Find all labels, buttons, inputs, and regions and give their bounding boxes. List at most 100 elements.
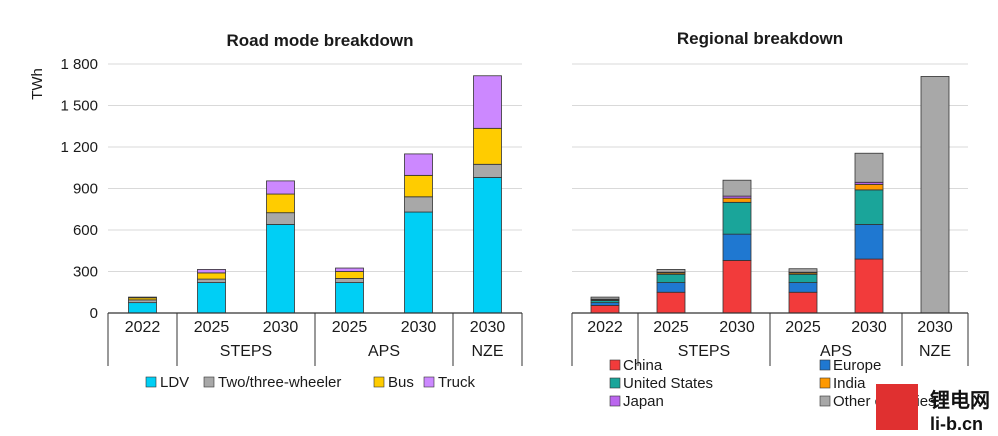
left-x-tick-label: 2030 <box>470 319 506 336</box>
right-bar-united-states-3 <box>788 273 818 283</box>
right-bar-europe-0 <box>590 302 620 306</box>
right-legend-swatch <box>819 359 831 371</box>
right-group-label: STEPS <box>678 343 730 360</box>
left-bar-ldv-3 <box>335 282 364 314</box>
left-legend: LDV Two/three-wheeler Bus Truck <box>145 374 475 391</box>
right-bar-europe-2 <box>722 233 752 261</box>
left-y-axis-label: TWh <box>29 68 46 100</box>
left-bar-truck-5 <box>473 75 502 129</box>
right-legend-label: Europe <box>833 357 881 374</box>
left-group-label: STEPS <box>220 343 272 360</box>
right-chart-title: Regional breakdown <box>677 29 843 48</box>
left-y-tick-label: 1 200 <box>60 139 98 156</box>
right-legend-swatch <box>819 377 831 389</box>
left-bar-truck-0 <box>128 296 157 299</box>
right-bar-other-countries-4 <box>854 152 884 183</box>
right-legend-swatch <box>609 359 621 371</box>
left-legend-label: Truck <box>438 374 475 391</box>
watermark: 锂电网 li-b.cn <box>876 384 990 434</box>
left-y-tick-label: 600 <box>73 222 98 239</box>
left-bar-ldv-1 <box>197 282 226 314</box>
left-x-tick-label: 2022 <box>125 319 161 336</box>
right-plot-area: 2022 2025 2030 2025 2030 2030 STEPS APS NZE <box>571 63 969 366</box>
left-legend-swatch <box>203 376 215 388</box>
watermark-cn-text: 锂电网 <box>930 388 990 412</box>
left-bar-two-three-wheeler-2 <box>266 212 295 225</box>
right-bar-other-countries-5 <box>920 76 950 314</box>
right-group-label: NZE <box>919 343 951 360</box>
left-bar-truck-1 <box>197 269 226 274</box>
left-legend-swatch <box>145 376 157 388</box>
left-bar-two-three-wheeler-5 <box>473 163 502 178</box>
left-chart-title: Road mode breakdown <box>226 31 413 50</box>
right-bar-india-2 <box>722 197 752 203</box>
left-x-tick-label: 2030 <box>263 319 299 336</box>
right-bar-other-countries-0 <box>590 296 620 300</box>
right-bar-europe-3 <box>788 282 818 293</box>
watermark-logo <box>876 384 918 430</box>
right-x-tick-label: 2030 <box>719 319 755 336</box>
left-bar-ldv-5 <box>473 177 502 314</box>
left-legend-label: Two/three-wheeler <box>218 374 341 391</box>
left-bar-bus-1 <box>197 272 226 280</box>
left-bar-two-three-wheeler-0 <box>128 299 157 304</box>
right-bar-other-countries-2 <box>722 179 752 197</box>
left-group-label: APS <box>368 343 400 360</box>
left-x-tick-label: 2030 <box>401 319 437 336</box>
right-bar-united-states-2 <box>722 201 752 235</box>
right-x-tick-label: 2030 <box>851 319 887 336</box>
left-bar-two-three-wheeler-3 <box>335 278 364 283</box>
left-bar-bus-4 <box>404 174 433 198</box>
right-bar-other-countries-1 <box>656 269 686 273</box>
right-legend-swatch <box>819 395 831 407</box>
left-y-tick-label: 300 <box>73 264 98 281</box>
right-bar-china-3 <box>788 291 818 314</box>
left-bar-two-three-wheeler-1 <box>197 278 226 283</box>
right-legend-swatch <box>609 395 621 407</box>
right-bar-europe-4 <box>854 224 884 260</box>
left-y-tick-label: 1 500 <box>60 98 98 115</box>
left-legend-swatch <box>373 376 385 388</box>
left-plot-area: 0 300 600 900 1 200 1 500 1 800 2022 2025 2030 202… <box>60 56 523 366</box>
left-legend-label: Bus <box>388 374 414 391</box>
right-legend-label: United States <box>623 375 713 392</box>
left-y-tick-label: 1 800 <box>60 56 98 73</box>
watermark-url-text: li-b.cn <box>930 414 983 434</box>
right-legend-label: Japan <box>623 393 664 410</box>
right-bar-other-countries-3 <box>788 268 818 273</box>
left-bar-bus-5 <box>473 127 502 165</box>
right-x-tick-label: 2025 <box>653 319 689 336</box>
right-bar-china-0 <box>590 304 620 314</box>
left-group-label: NZE <box>472 343 504 360</box>
left-legend-label: LDV <box>160 374 189 391</box>
right-x-tick-label: 2030 <box>917 319 953 336</box>
left-y-tick-label: 900 <box>73 181 98 198</box>
left-x-tick-label: 2025 <box>194 319 230 336</box>
right-bar-united-states-4 <box>854 189 884 225</box>
right-legend-label: China <box>623 357 663 374</box>
left-bar-ldv-0 <box>128 302 157 314</box>
right-legend-label: India <box>833 375 866 392</box>
left-bar-bus-3 <box>335 271 364 279</box>
left-bar-two-three-wheeler-4 <box>404 196 433 213</box>
left-y-tick-label: 0 <box>90 305 98 322</box>
right-group-label: APS <box>820 343 852 360</box>
right-bar-india-4 <box>854 183 884 191</box>
left-bar-ldv-2 <box>266 224 295 314</box>
left-bar-truck-3 <box>335 267 364 272</box>
right-bar-china-1 <box>656 291 686 314</box>
left-bar-bus-2 <box>266 193 295 214</box>
right-x-tick-label: 2022 <box>587 319 623 336</box>
left-bar-truck-2 <box>266 180 295 195</box>
left-x-tick-label: 2025 <box>332 319 368 336</box>
right-bar-united-states-1 <box>656 273 686 283</box>
right-legend-swatch <box>609 377 621 389</box>
right-bar-europe-1 <box>656 282 686 293</box>
left-bar-ldv-4 <box>404 211 433 314</box>
left-legend-swatch <box>423 376 435 388</box>
right-x-tick-label: 2025 <box>785 319 821 336</box>
right-bar-china-4 <box>854 258 884 314</box>
left-bar-truck-4 <box>404 153 433 176</box>
